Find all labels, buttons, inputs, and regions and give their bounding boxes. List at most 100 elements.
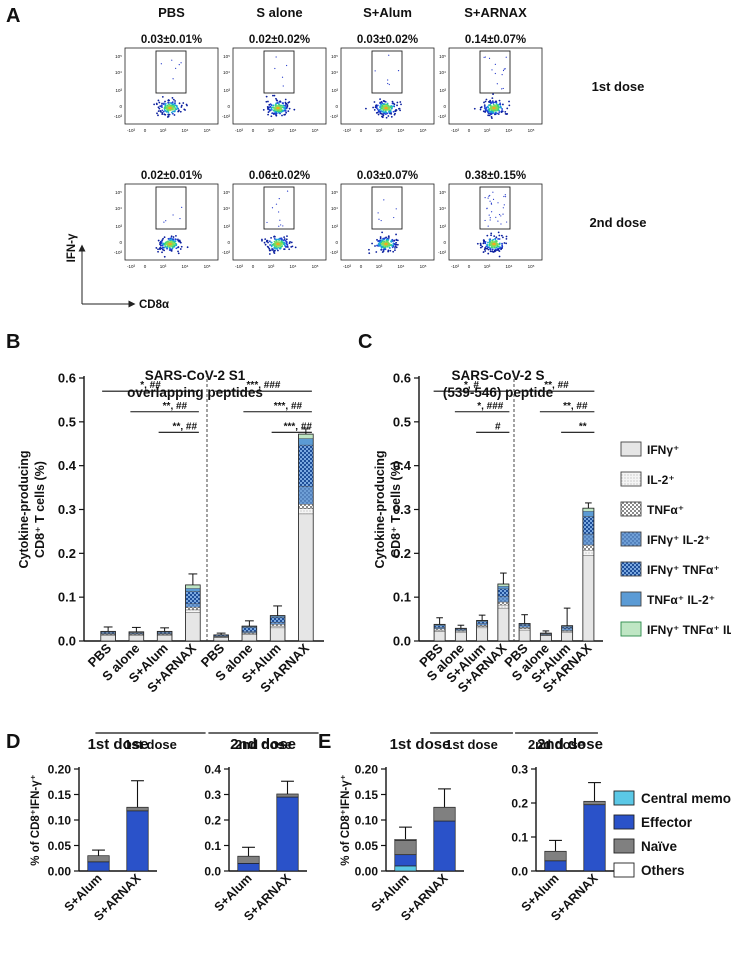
legend-label: IFNγ⁺ TNFα⁺ IL-2⁺ xyxy=(647,623,731,637)
flow-event xyxy=(395,246,398,249)
bar-segment xyxy=(433,806,456,822)
flow-x-tick: 0 xyxy=(360,128,363,133)
flow-event xyxy=(166,246,168,249)
flow-event xyxy=(160,105,162,108)
legend-swatch xyxy=(620,471,642,487)
flow-event xyxy=(282,105,284,108)
flow-y-tick: 10⁵ xyxy=(223,190,230,195)
flow-event xyxy=(482,110,485,113)
chart-title: (539-546) peptide xyxy=(443,385,554,400)
gate-percentage: 0.02±0.02% xyxy=(249,34,310,46)
flow-event xyxy=(495,100,497,103)
flow-gate-event xyxy=(387,82,389,85)
bar-segment xyxy=(185,612,201,642)
flow-y-tick: -10³ xyxy=(330,114,339,119)
flow-y-tick: 10⁴ xyxy=(439,206,446,211)
flow-event xyxy=(382,250,385,253)
flow-event xyxy=(489,250,492,253)
flow-gate-event xyxy=(498,213,501,216)
y-tick-label: 0.6 xyxy=(393,371,411,386)
flow-event xyxy=(180,106,183,108)
flow-x-tick: -10³ xyxy=(235,264,244,269)
flow-event xyxy=(157,106,160,109)
flow-event xyxy=(163,249,166,252)
flow-event xyxy=(374,106,377,109)
flow-gate-event xyxy=(383,199,385,201)
significance-label: *, ## xyxy=(140,380,161,391)
flow-y-tick: 10³ xyxy=(331,88,338,93)
flow-y-tick: 10⁴ xyxy=(331,206,338,211)
flow-event xyxy=(173,110,176,113)
bar-segment xyxy=(241,627,257,632)
flow-event xyxy=(498,246,501,248)
flow-x-tick: 10³ xyxy=(160,128,167,133)
flow-y-tick: 10⁵ xyxy=(115,54,122,59)
flow-event xyxy=(165,110,168,113)
flow-gate-event xyxy=(504,68,506,70)
group-label: 2nd dose xyxy=(235,737,292,752)
flow-event xyxy=(166,116,169,118)
flow-event xyxy=(264,243,267,246)
flow-event xyxy=(498,234,501,237)
flow-event xyxy=(161,109,164,112)
bar-segment xyxy=(582,511,595,517)
y-tick-label: 0.05 xyxy=(355,839,379,853)
y-axis-label: CD8⁺ T cells (%) xyxy=(33,461,47,558)
flow-event xyxy=(168,103,170,106)
flow-column-title: S+ARNAX xyxy=(464,5,527,20)
y-tick-label: 0.1 xyxy=(204,839,221,853)
bar-segment xyxy=(298,486,314,505)
flow-event xyxy=(169,237,172,240)
flow-event xyxy=(161,96,164,98)
flow-event xyxy=(505,235,508,238)
flow-event xyxy=(376,108,379,111)
flow-event xyxy=(385,116,388,119)
flow-event xyxy=(493,235,496,238)
flow-event xyxy=(396,239,399,242)
flow-event xyxy=(284,239,287,242)
flow-event xyxy=(483,239,486,242)
flow-event xyxy=(393,239,396,242)
flow-event xyxy=(169,102,172,104)
flow-cluster-peak xyxy=(276,106,280,110)
flow-column-title: S alone xyxy=(256,5,302,20)
flow-event xyxy=(491,239,494,242)
flow-event xyxy=(380,248,383,251)
y-tick-label: 0.1 xyxy=(393,590,411,605)
bar-segment xyxy=(561,628,573,631)
flow-event xyxy=(387,235,390,238)
flow-event xyxy=(160,241,163,244)
gate-box xyxy=(263,50,295,94)
bar-segment xyxy=(497,596,510,603)
flow-gate-event xyxy=(377,212,379,214)
flow-x-tick: 10⁵ xyxy=(528,128,535,133)
flow-event xyxy=(498,111,501,114)
flow-event xyxy=(270,115,273,118)
flow-event xyxy=(178,109,180,112)
flow-event xyxy=(393,113,396,116)
flow-event xyxy=(391,244,394,247)
flow-gate-event xyxy=(178,64,180,66)
bar-segment xyxy=(185,607,201,611)
bar-segment xyxy=(185,588,201,592)
flow-event xyxy=(266,245,269,248)
flow-event xyxy=(158,101,161,104)
flow-event xyxy=(171,112,174,115)
flow-event xyxy=(485,109,488,112)
flow-event xyxy=(502,236,504,239)
flow-row-label: 1st dose xyxy=(592,79,645,94)
flow-event xyxy=(386,112,389,115)
flow-event xyxy=(263,241,266,244)
flow-gate-event xyxy=(500,215,502,217)
flow-y-tick: 10³ xyxy=(439,88,446,93)
flow-event xyxy=(156,112,158,115)
flow-event xyxy=(157,110,160,112)
flow-event xyxy=(503,242,506,244)
bar-segment xyxy=(394,865,417,872)
y-tick-label: 0.20 xyxy=(48,763,72,777)
flow-event xyxy=(283,243,286,246)
flow-event xyxy=(277,246,279,249)
flow-event xyxy=(163,236,166,239)
flow-event xyxy=(489,111,492,113)
flow-event xyxy=(499,103,502,106)
